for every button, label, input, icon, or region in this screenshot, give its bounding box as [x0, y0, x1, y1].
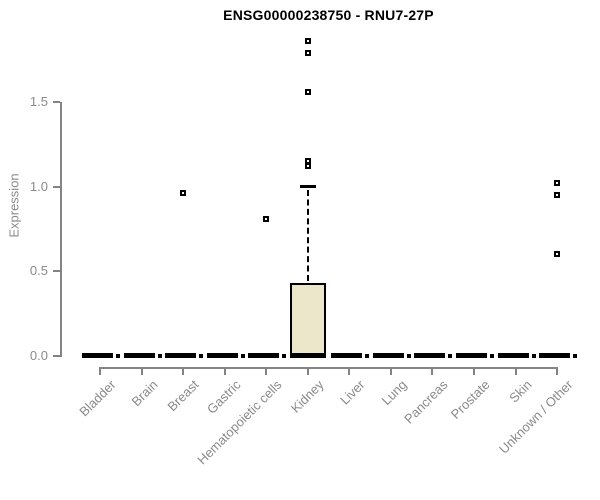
flat-box	[331, 353, 363, 358]
flat-box-nub	[282, 353, 287, 358]
flat-box	[414, 353, 446, 358]
x-axis-line	[99, 367, 559, 369]
x-tick	[265, 369, 268, 375]
flat-box-nub	[157, 353, 162, 358]
flat-box-nub	[531, 353, 536, 358]
y-tick	[53, 354, 60, 357]
y-tick-label: 1.0	[29, 178, 48, 194]
x-tick	[182, 369, 185, 375]
x-tick	[556, 369, 559, 375]
x-tick	[99, 369, 101, 375]
flat-box	[455, 353, 487, 358]
flat-box	[123, 353, 155, 358]
y-tick-label: 0.0	[29, 347, 48, 363]
flat-box	[206, 353, 238, 358]
whisker-line	[306, 189, 309, 281]
outlier-point	[304, 49, 311, 56]
x-tick	[514, 369, 517, 375]
x-tick	[472, 369, 475, 375]
flat-box	[165, 353, 197, 358]
flat-box-nub	[240, 353, 245, 358]
y-tick	[53, 101, 60, 103]
flat-box	[497, 353, 529, 358]
flat-box-nub	[116, 353, 120, 358]
flat-box-nub	[406, 353, 411, 358]
outlier-point	[304, 163, 311, 170]
flat-box	[82, 353, 113, 358]
flat-box-nub	[573, 353, 578, 358]
outlier-point	[304, 158, 311, 165]
outlier-point	[304, 88, 311, 95]
y-tick	[53, 270, 60, 272]
chart-title: ENSG00000238750 - RNU7-27P	[223, 7, 434, 23]
y-tick-label: 1.5	[29, 94, 48, 109]
x-tick	[306, 369, 309, 375]
outlier-point	[554, 251, 561, 258]
outlier-point	[554, 191, 561, 198]
x-tick	[389, 369, 392, 375]
whisker-cap	[299, 185, 316, 188]
flat-box	[248, 353, 280, 358]
x-tick	[223, 369, 226, 375]
outlier-point	[554, 180, 561, 187]
y-tick	[53, 185, 60, 188]
outlier-point	[263, 215, 270, 222]
x-tick	[140, 369, 143, 375]
outlier-point	[304, 38, 311, 45]
flat-box	[539, 353, 571, 358]
box	[289, 282, 326, 359]
x-tick	[348, 369, 351, 375]
x-tick	[431, 369, 434, 375]
flat-box-nub	[199, 353, 204, 358]
flat-box	[372, 353, 404, 358]
flat-box-nub	[365, 353, 370, 358]
outlier-point	[180, 190, 187, 197]
y-tick-label: 0.5	[29, 263, 48, 278]
y-axis-line	[60, 102, 62, 357]
flat-box-nub	[489, 353, 494, 358]
flat-box-nub	[448, 353, 453, 358]
